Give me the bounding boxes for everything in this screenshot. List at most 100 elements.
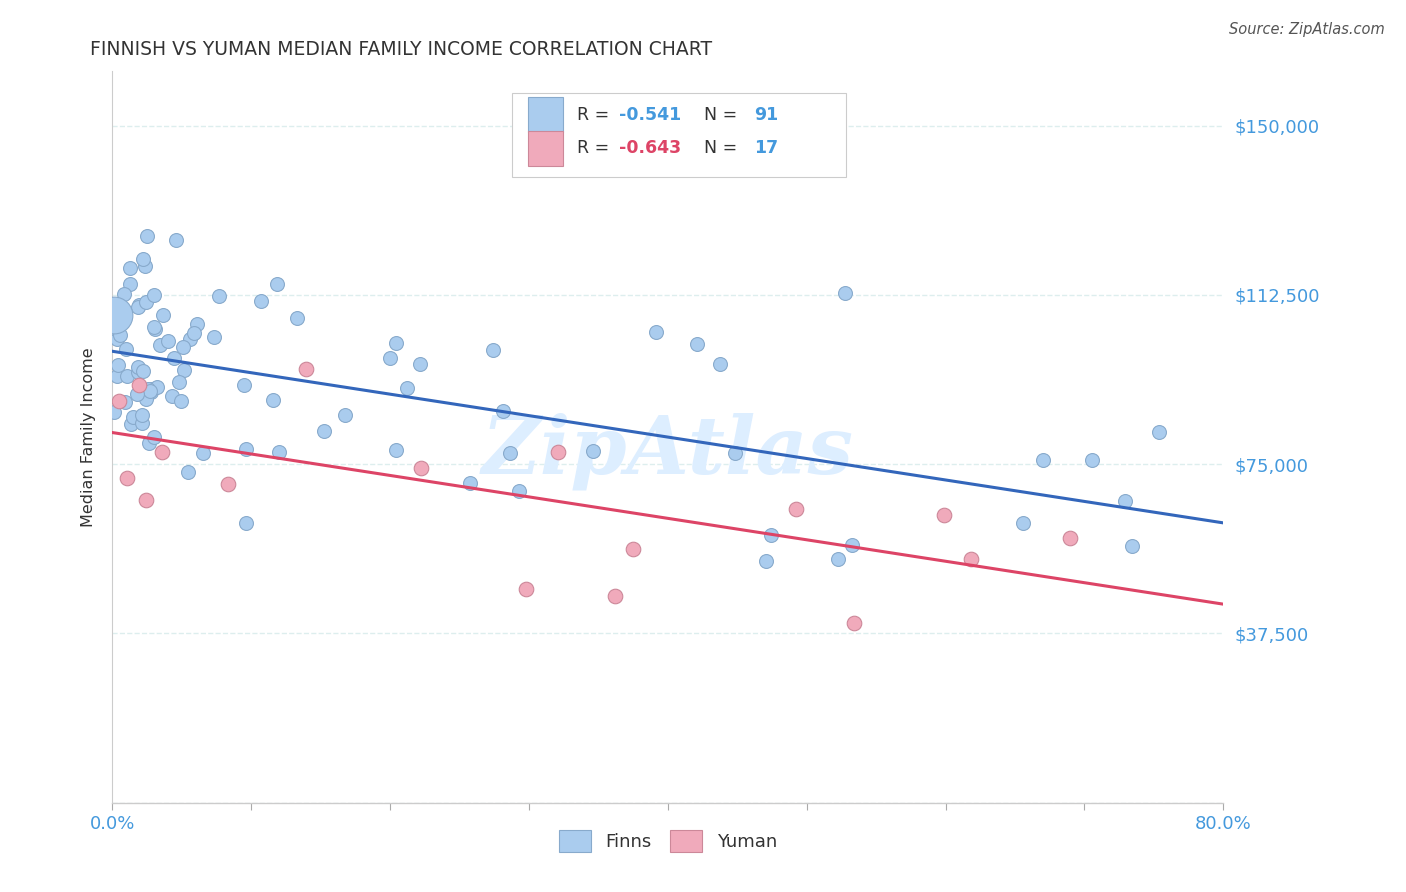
Point [142,288,165,302]
Point [105,309,128,323]
Point [515,582,537,597]
Point [262,392,284,407]
Text: 17: 17 [755,139,779,157]
Point [827,552,849,566]
Point [152,308,174,322]
Point [134,259,156,273]
Point [582,443,605,458]
Point [508,483,530,498]
Point [755,554,778,568]
Point [139,383,162,397]
Text: Source: ZipAtlas.com: Source: ZipAtlas.com [1229,22,1385,37]
Point [115,368,138,383]
Point [131,416,153,430]
Point [150,445,173,459]
Point [136,383,159,397]
Point [409,357,432,371]
Text: -0.643: -0.643 [619,139,681,157]
Point [233,378,256,392]
Point [132,364,155,378]
Point [114,395,136,409]
Point [686,336,709,351]
Text: FINNISH VS YUMAN MEDIAN FAMILY INCOME CORRELATION CHART: FINNISH VS YUMAN MEDIAN FAMILY INCOME CO… [90,39,713,59]
Point [603,590,626,604]
Legend: Finns, Yuman: Finns, Yuman [551,823,785,860]
Point [1059,531,1081,545]
Point [157,334,180,348]
Point [235,516,257,531]
Point [333,408,356,422]
Point [120,261,142,276]
Point [127,301,149,315]
Point [492,404,515,418]
Text: R =: R = [576,139,614,157]
Bar [527,130,564,166]
Point [1121,539,1143,553]
Point [285,310,308,325]
Point [1080,453,1102,467]
Text: N =: N = [693,105,744,123]
Point [173,362,195,376]
Point [139,384,162,398]
Point [380,351,402,365]
Y-axis label: Median Family Income: Median Family Income [80,347,96,527]
Point [128,378,150,392]
Point [267,444,290,458]
Point [142,320,165,334]
Point [250,294,273,309]
Point [709,357,731,371]
Text: N =: N = [693,139,744,157]
Point [110,328,132,343]
Point [960,551,983,566]
Point [172,340,194,354]
Point [103,405,125,419]
Point [191,446,214,460]
Point [411,461,433,475]
Point [202,329,225,343]
Point [396,381,419,395]
Point [458,475,481,490]
Point [135,228,157,243]
Point [842,616,865,631]
Point [132,252,155,267]
Point [170,393,193,408]
Point [621,542,644,557]
Point [186,318,208,332]
Point [176,465,198,479]
Point [135,392,157,406]
Point [724,446,747,460]
Point [235,442,257,456]
Point [105,368,128,383]
Point [138,436,160,450]
Point [208,289,231,303]
Point [834,285,856,300]
Point [127,365,149,379]
Point [108,393,131,408]
Point [142,430,165,444]
Point [482,343,505,357]
Point [127,359,149,374]
Point [183,326,205,340]
Point [112,287,135,301]
Point [385,336,408,351]
Point [165,233,187,247]
Point [785,502,807,516]
Point [128,298,150,312]
Text: ZipAtlas: ZipAtlas [482,413,853,491]
Point [1012,516,1035,530]
Point [115,471,138,485]
Bar [527,97,564,132]
Point [120,417,142,432]
Point [125,386,148,401]
Point [160,389,183,403]
Point [1114,494,1136,508]
Point [107,358,129,372]
Point [759,528,782,542]
Point [103,320,125,334]
Point [135,294,157,309]
Point [145,322,167,336]
Point [167,375,190,389]
Point [163,351,186,366]
Point [932,508,955,523]
Point [314,424,336,438]
